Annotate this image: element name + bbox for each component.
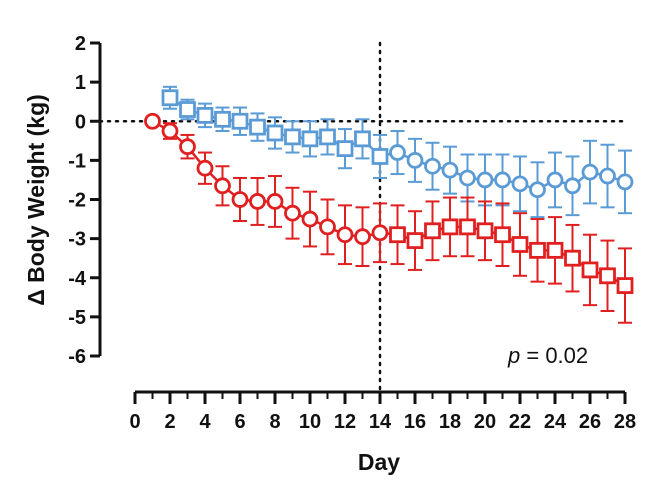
square-marker (161, 89, 179, 107)
circle-marker (441, 161, 459, 179)
square-marker (249, 118, 266, 136)
circle-marker (599, 167, 616, 185)
square-marker (599, 267, 616, 285)
square-marker (511, 236, 529, 253)
square-marker (196, 106, 214, 124)
circle-marker (301, 210, 319, 228)
circle-marker (354, 228, 371, 246)
x-tick-label: 26 (579, 411, 601, 433)
series-2 (144, 112, 634, 324)
circle-marker (266, 193, 284, 210)
square-marker (581, 261, 599, 279)
square-marker (494, 226, 511, 244)
circle-marker (319, 218, 336, 236)
y-tick-label: -6 (68, 346, 86, 368)
circle-marker (529, 181, 546, 199)
circle-marker (161, 122, 179, 140)
x-tick-label: 6 (234, 411, 245, 433)
x-tick-label: 28 (614, 411, 636, 433)
y-tick-label: -4 (68, 268, 87, 290)
p-value-symbol: p (507, 343, 520, 368)
x-tick-label: 18 (439, 411, 461, 433)
series-layer (144, 85, 634, 324)
x-tick-label: 24 (544, 411, 567, 433)
square-marker (476, 222, 494, 240)
x-tick-label: 4 (199, 411, 211, 433)
p-value-text: = 0.02 (520, 343, 588, 368)
square-marker (371, 148, 389, 165)
x-axis: 0 2 4 6 8 10 12 14 16 18 20 22 24 26 28 (129, 390, 636, 433)
square-marker (389, 226, 406, 244)
y-tick-label: 0 (75, 111, 86, 133)
square-marker (231, 112, 249, 130)
p-value-annotation: p = 0.02 (507, 343, 588, 368)
square-marker (546, 241, 564, 259)
y-tick-label: -3 (68, 229, 86, 251)
series-line (151, 120, 626, 287)
x-tick-label: 10 (299, 411, 321, 433)
square-marker (354, 130, 371, 148)
series-1 (161, 85, 634, 219)
circle-marker (476, 171, 494, 189)
x-tick-label: 0 (129, 411, 140, 433)
circle-marker (459, 169, 476, 187)
circle-marker (424, 157, 441, 175)
square-marker (529, 241, 546, 259)
circle-marker (144, 112, 161, 130)
circle-marker (336, 226, 354, 244)
x-tick-label: 14 (369, 411, 392, 433)
x-tick-label: 8 (269, 411, 280, 433)
circle-marker (231, 191, 249, 208)
square-marker (284, 128, 301, 146)
circle-marker (581, 163, 599, 181)
x-tick-label: 2 (164, 411, 175, 433)
circle-marker (371, 224, 389, 242)
circle-marker (616, 173, 634, 191)
reference-lines (98, 41, 627, 394)
square-marker (179, 101, 196, 118)
y-axis: -6 -5 -4 -3 -2 -1 0 1 2 (68, 33, 102, 368)
circle-marker (249, 193, 266, 210)
y-tick-label: 2 (75, 33, 86, 55)
square-marker (214, 110, 231, 128)
x-tick-label: 12 (334, 411, 356, 433)
y-tick-label: -5 (68, 307, 86, 329)
circle-marker (214, 177, 231, 195)
square-marker (301, 130, 319, 148)
square-marker (564, 249, 581, 267)
y-axis-label: Δ Body Weight (kg) (23, 94, 49, 306)
y-tick-label: -1 (68, 150, 86, 172)
x-tick-label: 22 (509, 411, 531, 433)
circle-marker (406, 151, 424, 169)
square-marker (441, 218, 459, 236)
x-axis-label: Day (358, 449, 400, 475)
x-tick-label: 20 (474, 411, 496, 433)
circle-marker (546, 171, 564, 189)
square-marker (266, 124, 284, 142)
square-marker (424, 222, 441, 240)
square-marker (319, 128, 336, 146)
square-marker (616, 277, 634, 294)
y-tick-label: -2 (68, 190, 86, 212)
square-marker (406, 232, 424, 249)
circle-marker (284, 204, 301, 222)
circle-marker (564, 177, 581, 195)
square-marker (336, 140, 354, 158)
circle-marker (511, 175, 529, 193)
circle-marker (494, 171, 511, 189)
circle-marker (389, 144, 406, 161)
circle-marker (179, 138, 196, 156)
circle-marker (196, 159, 214, 177)
square-marker (459, 218, 476, 236)
x-tick-label: 16 (404, 411, 426, 433)
y-tick-label: 1 (75, 72, 86, 94)
